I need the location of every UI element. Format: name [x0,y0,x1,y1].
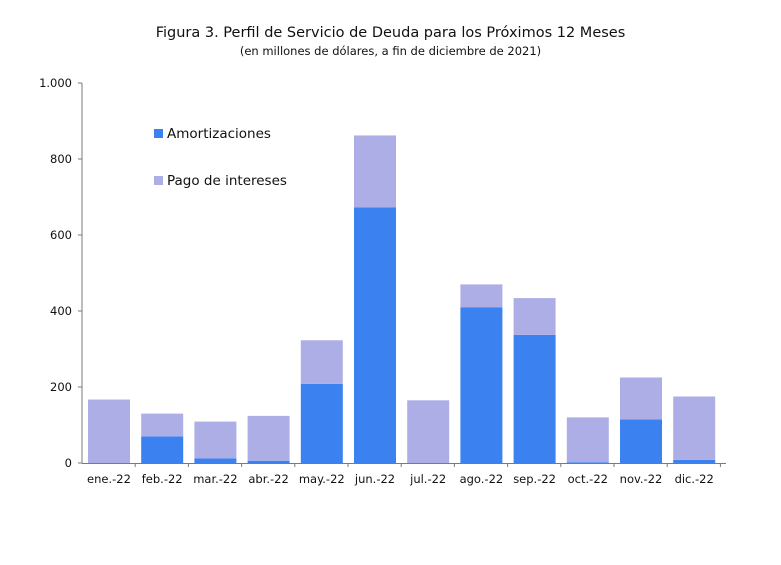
legend-label-amortizaciones: Amortizaciones [167,126,271,142]
bar-pago-de-intereses [566,417,609,463]
bar-amortizaciones [300,383,343,463]
y-tick-label: 200 [50,380,72,394]
chart-subtitle: (en millones de dólares, a fin de diciem… [239,44,542,58]
bar-amortizaciones [194,458,237,463]
bar-pago-de-intereses [513,298,556,335]
x-tick-label: oct.-22 [568,472,608,486]
bar-pago-de-intereses [247,415,290,461]
bar-pago-de-intereses [141,413,184,437]
bar-amortizaciones [673,459,716,463]
bar-pago-de-intereses [620,377,662,420]
bar-amortizaciones [247,460,290,463]
legend-swatch-amortizaciones [154,129,163,138]
chart-title: Figura 3. Perfil de Servicio de Deuda pa… [155,25,626,41]
x-tick-label: mar.-22 [193,472,237,486]
x-tick-label: jun.-22 [354,472,395,486]
x-tick-label: may.-22 [299,472,345,486]
bar-pago-de-intereses [194,421,237,459]
bar-pago-de-intereses [354,135,396,208]
x-tick-label: jul.-22 [409,472,446,486]
x-tick-label: ene.-22 [87,472,131,486]
x-tick-label: nov.-22 [620,472,663,486]
x-tick-label: dic.-22 [675,472,714,486]
y-tick-label: 1.000 [39,76,72,90]
bar-amortizaciones [513,334,556,463]
x-tick-label: feb.-22 [142,472,183,486]
x-tick-label: ago.-22 [460,472,504,486]
legend-label-pago-de-intereses: Pago de intereses [167,173,287,189]
y-tick-label: 800 [50,152,72,166]
bar-amortizaciones [566,462,609,463]
x-tick-label: sep.-22 [513,472,556,486]
y-tick-label: 400 [50,304,72,318]
bar-amortizaciones [620,419,662,463]
bar-pago-de-intereses [88,399,130,463]
bar-pago-de-intereses [460,284,503,308]
bar-amortizaciones [141,436,184,463]
x-tick-label: abr.-22 [248,472,288,486]
legend-swatch-pago-de-intereses [154,176,163,185]
y-tick-label: 0 [65,456,72,470]
y-tick-label: 600 [50,228,72,242]
bar-pago-de-intereses [673,396,716,460]
bar-pago-de-intereses [300,340,343,384]
bar-pago-de-intereses [407,400,450,463]
bar-amortizaciones [354,207,396,463]
bar-amortizaciones [460,307,503,463]
